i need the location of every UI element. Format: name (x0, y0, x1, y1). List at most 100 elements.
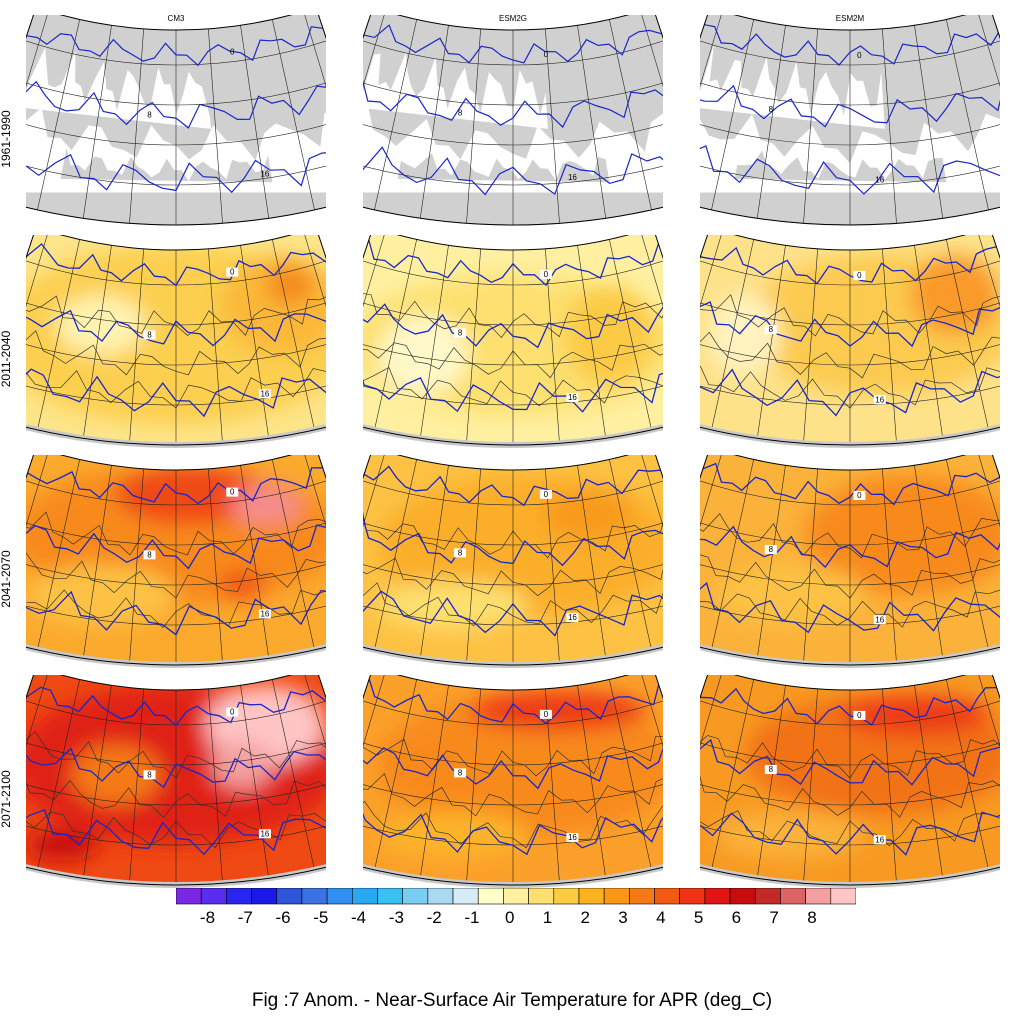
colorbar-swatch (553, 888, 580, 905)
meridian-line (543, 675, 562, 886)
contour-label-box (566, 833, 579, 843)
contour-label-box (258, 389, 271, 399)
parallel-line (363, 252, 663, 286)
meridian-line (267, 235, 320, 446)
meridian-line (543, 15, 562, 226)
contour-label: 8 (769, 105, 774, 114)
meridian-line (297, 455, 326, 658)
contour-label: 8 (458, 108, 463, 117)
anomaly-region (543, 491, 633, 539)
isotherm-contour (700, 738, 1000, 786)
meridian-line (700, 235, 729, 438)
map-panel-cm3-2041-2070: 0 8 16 (26, 455, 326, 669)
meridian-line (32, 235, 85, 446)
isotherm-contour (700, 798, 1000, 856)
meridian-line (26, 455, 55, 658)
isotherm-contour (363, 515, 663, 567)
meridian-line (754, 15, 789, 226)
colorbar-tick-label: -8 (199, 908, 216, 927)
figure-caption: Fig :7 Anom. - Near-Surface Air Temperat… (251, 990, 773, 1011)
contour-label: 16 (875, 395, 884, 404)
anomaly-region (564, 285, 654, 385)
contour-label: 8 (147, 550, 152, 559)
colorbar-tick-label: -6 (275, 908, 291, 927)
contour-label: 8 (458, 328, 463, 337)
map-outline (363, 675, 663, 886)
isotherm-contour (363, 302, 663, 349)
row-label-2011-2040: 2011-2040 (0, 330, 13, 388)
colorbar-swatch (301, 888, 328, 905)
isotherm-contour (26, 522, 326, 570)
map-panel-esm2m-2011-2040: 0 8 16 (700, 235, 1000, 449)
contour-label-box (454, 328, 467, 338)
meridian-line (369, 235, 422, 446)
meridian-line (363, 15, 392, 218)
meridian-line (543, 455, 562, 666)
anomaly-region (26, 565, 176, 625)
isotherm-contour (700, 357, 1000, 417)
meridian-line (363, 235, 392, 438)
colorbar-swatch (629, 888, 655, 905)
land-mask (363, 52, 548, 129)
meridian-line (634, 675, 663, 878)
contour-label: 16 (875, 175, 884, 184)
meridian-line (297, 235, 326, 438)
meridian-line (754, 235, 789, 446)
parallel-line (363, 584, 663, 626)
parallel-line (700, 472, 1000, 506)
land-mask (26, 47, 211, 129)
isotherm-contour (26, 734, 326, 789)
colorbar-tick-label: 3 (618, 908, 628, 927)
parallel-line (700, 106, 1000, 146)
parallel-line (700, 584, 1000, 626)
meridian-line (369, 15, 422, 226)
parallel-line (700, 32, 1000, 66)
contour-label: 8 (458, 548, 463, 557)
contour-label: 0 (230, 48, 235, 57)
meridian-line (127, 455, 146, 666)
parallel-line (26, 584, 326, 626)
contour-label: 8 (458, 768, 463, 777)
meridian-line (911, 235, 946, 446)
colorbar-swatch (704, 888, 731, 905)
isotherm-contour (26, 26, 323, 67)
contour-label-box (143, 770, 156, 780)
parallel-line (700, 729, 1000, 766)
contour-label-box (764, 765, 777, 775)
isotherm-contour (363, 139, 663, 196)
anomaly-region (378, 315, 468, 395)
meridian-line (971, 235, 1000, 438)
meridian-line (417, 15, 452, 226)
meridian-line (801, 235, 820, 446)
meridian-line (543, 235, 562, 446)
parallel-line (700, 546, 1000, 586)
meridian-line (700, 15, 729, 218)
parallel-line (363, 69, 663, 106)
isotherm-contour (363, 799, 663, 856)
colorbar-swatch (578, 888, 605, 905)
meridian-line (417, 675, 452, 886)
isotherm-contour (363, 77, 663, 129)
contour-label: 8 (769, 765, 774, 774)
isotherm-contour (700, 519, 1000, 569)
isotherm-contour (26, 80, 326, 129)
meridian-line (26, 675, 55, 878)
anomaly-region (709, 295, 781, 375)
isotherm-contour (700, 81, 1000, 128)
isotherm-contour (26, 361, 326, 418)
parallel-line (363, 766, 663, 806)
colorbar (176, 888, 856, 905)
meridian-line (880, 455, 899, 666)
meridian-line (634, 235, 663, 438)
contour-label: 8 (769, 325, 774, 334)
parallel-line (363, 32, 663, 66)
parallel-line (26, 289, 326, 326)
isotherm-contour (26, 292, 326, 347)
isotherm-contour (26, 686, 326, 727)
meridian-line (754, 675, 789, 886)
isotherm-contour (700, 581, 1000, 634)
colorbar-tick-label: 6 (731, 908, 742, 927)
contour-label: 16 (260, 829, 269, 838)
meridian-line (363, 455, 392, 658)
meridian-line (941, 675, 994, 886)
